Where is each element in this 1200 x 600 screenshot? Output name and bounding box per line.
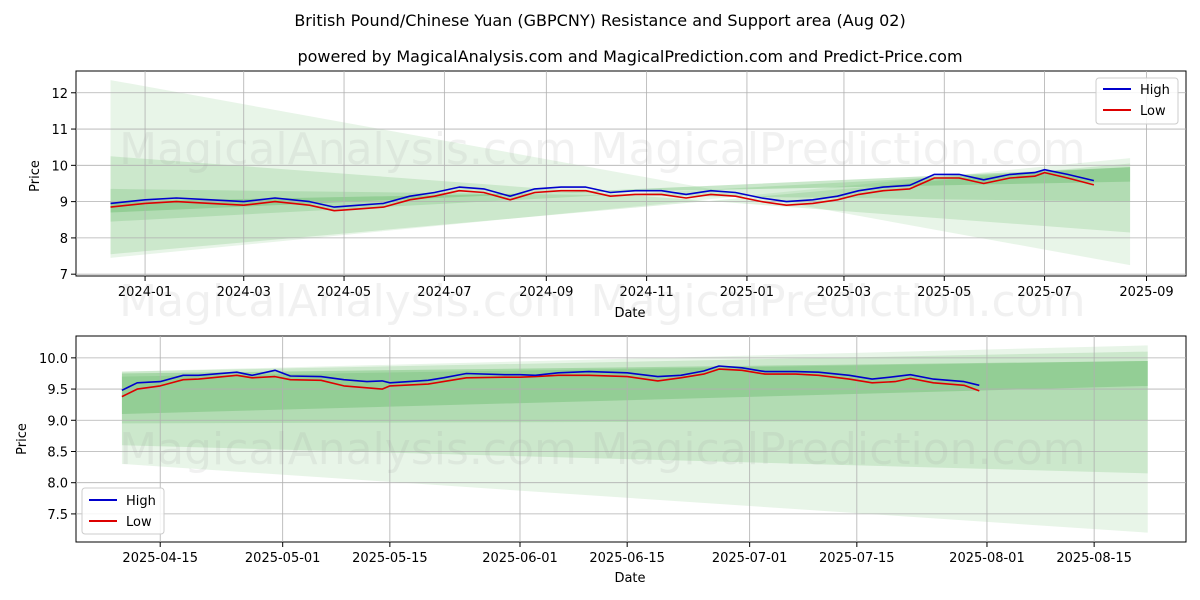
- x-tick-label: 2024-07: [417, 285, 471, 300]
- bottom-x-axis-label: Date: [614, 571, 645, 586]
- bottom-y-ticks: 7.5 8.0 8.5 9.0 9.5 10.0: [39, 352, 76, 523]
- watermark-right: MagicalPrediction.com: [591, 424, 1086, 475]
- top-chart: 2024-01 2024-03 2024-05 2024-07 2024-09 2024-…: [28, 70, 1187, 327]
- x-tick-label: 2025-07-15: [819, 551, 895, 566]
- bottom-legend: High Low: [81, 487, 165, 535]
- chart-subtitle: powered by MagicalAnalysis.com and Magic…: [297, 47, 962, 66]
- series-line-low: [110, 171, 1095, 212]
- x-tick-label: 2025-08-15: [1056, 551, 1132, 566]
- y-tick-label: 10.0: [39, 352, 68, 367]
- top-plot-area: [75, 70, 1187, 277]
- band-1: [110, 156, 1131, 255]
- band-3: [110, 167, 1131, 213]
- series-line-low: [121, 368, 980, 398]
- watermark-right: MagicalPrediction.com: [591, 124, 1086, 175]
- watermark-right: MagicalPrediction.com: [591, 276, 1086, 327]
- x-tick-label: 2025-08-01: [949, 551, 1025, 566]
- y-tick-label: 12: [51, 87, 68, 102]
- x-tick-label: 2024-11: [619, 285, 673, 300]
- x-tick-label: 2025-01: [720, 285, 774, 300]
- chart-title: British Pound/Chinese Yuan (GBPCNY) Resi…: [294, 11, 905, 30]
- bottom-x-ticks: 2025-04-15 2025-05-01 2025-05-15 2025-06-01…: [122, 542, 1132, 566]
- y-tick-label: 9.0: [47, 414, 68, 429]
- bottom-y-axis-label: Price: [15, 423, 30, 455]
- y-tick-label: 10: [51, 159, 68, 174]
- series-line-high: [121, 365, 980, 392]
- top-x-ticks: 2024-01 2024-03 2024-05 2024-07 2024-09 2024-…: [118, 276, 1174, 300]
- y-tick-label: 7: [60, 268, 68, 283]
- x-tick-label: 2025-06-15: [589, 551, 665, 566]
- band-0: [110, 80, 1131, 266]
- y-tick-label: 8: [60, 232, 68, 247]
- bottom-legend-high: High: [126, 494, 156, 509]
- top-x-axis-label: Date: [614, 306, 645, 321]
- y-tick-label: 8.0: [47, 477, 68, 492]
- y-tick-label: 9.5: [47, 383, 68, 398]
- band-3: [121, 360, 1148, 415]
- x-tick-label: 2025-06-01: [482, 551, 558, 566]
- bottom-series: [121, 365, 980, 398]
- bottom-plot-area: [75, 335, 1187, 543]
- watermark-left: MagicalAnalysis.com: [119, 124, 577, 175]
- top-legend-high: High: [1140, 83, 1170, 98]
- series-line-high: [110, 168, 1095, 208]
- x-tick-label: 2025-09: [1119, 285, 1173, 300]
- watermark-left: MagicalAnalysis.com: [119, 276, 577, 327]
- x-tick-label: 2025-07-01: [712, 551, 788, 566]
- x-tick-label: 2025-05-01: [245, 551, 321, 566]
- top-legend-low: Low: [1140, 104, 1166, 119]
- bottom-legend-low: Low: [126, 515, 152, 530]
- bottom-chart: 2025-04-15 2025-05-01 2025-05-15 2025-06-01…: [15, 335, 1187, 586]
- y-tick-label: 7.5: [47, 508, 68, 523]
- top-grid: [76, 71, 1186, 276]
- bottom-grid: [76, 336, 1186, 542]
- x-tick-label: 2025-03: [817, 285, 871, 300]
- y-tick-label: 11: [51, 123, 68, 138]
- top-series: [110, 168, 1095, 212]
- band-0: [121, 345, 1148, 533]
- x-tick-label: 2024-01: [118, 285, 172, 300]
- top-y-axis-label: Price: [28, 160, 43, 192]
- x-tick-label: 2025-07: [1017, 285, 1071, 300]
- top-y-ticks: 7 8 9 10 11 12: [51, 87, 76, 283]
- y-tick-label: 8.5: [47, 445, 68, 460]
- y-tick-label: 9: [60, 196, 68, 211]
- x-tick-label: 2024-05: [317, 285, 371, 300]
- x-tick-label: 2025-05-15: [352, 551, 428, 566]
- top-bands: [110, 80, 1131, 266]
- x-tick-label: 2025-04-15: [122, 551, 198, 566]
- x-tick-label: 2025-05: [917, 285, 971, 300]
- x-tick-label: 2024-09: [519, 285, 573, 300]
- x-tick-label: 2024-03: [217, 285, 271, 300]
- watermark-left: MagicalAnalysis.com: [119, 424, 577, 475]
- top-legend: High Low: [1095, 77, 1179, 125]
